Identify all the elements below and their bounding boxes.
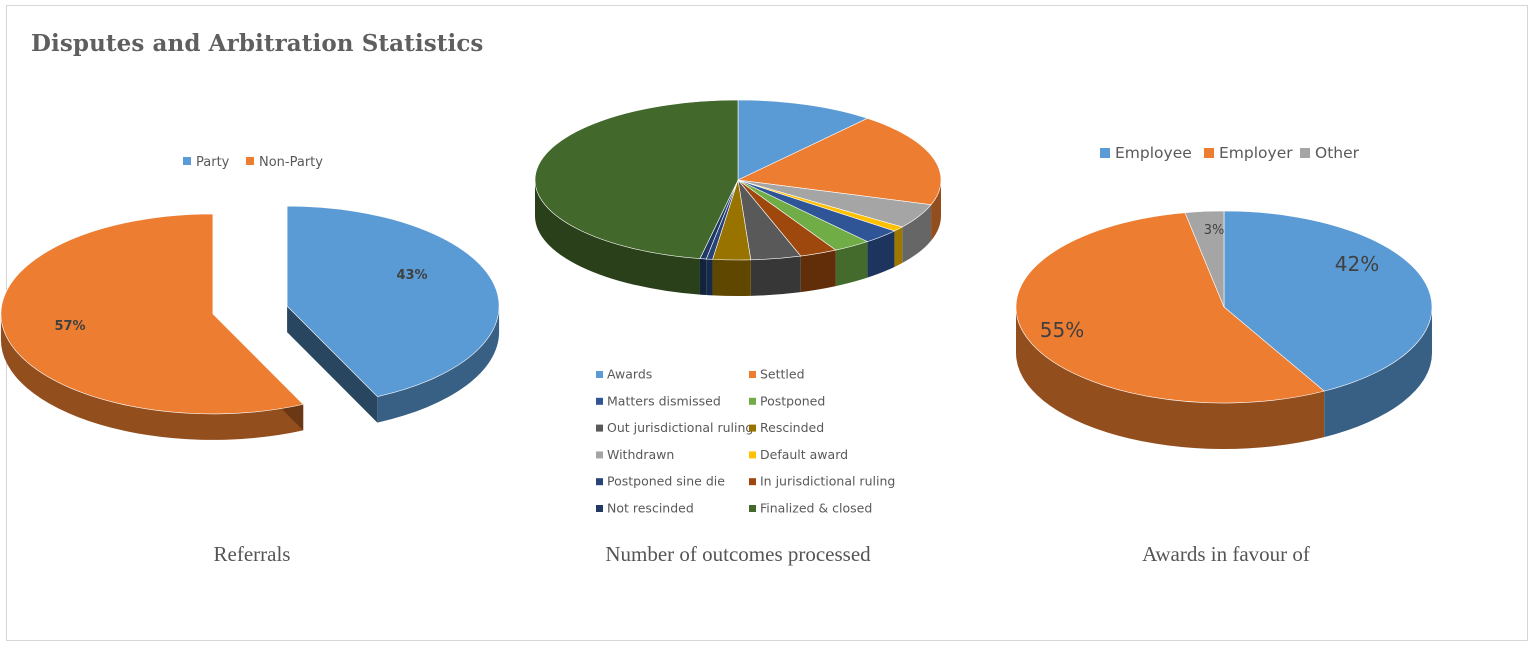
- awards-employee-slice: [1223, 210, 1433, 392]
- outcomes-legend-out-jurisdictional-ruling-swatch: [596, 424, 603, 432]
- referrals-non-party-side: [0, 313, 304, 440]
- page-title: Disputes and Arbitration Statistics: [31, 30, 484, 57]
- outcomes-legend-not-rescinded: Not rescinded: [607, 501, 694, 516]
- outcomes-settled-slice: [736, 118, 942, 206]
- outcomes-legend-settled: Settled: [760, 367, 805, 382]
- awards-legend-employee: Employee: [1115, 144, 1192, 162]
- awards-other-slice: [1184, 210, 1225, 308]
- outcomes-legend-default-award: Default award: [760, 447, 848, 462]
- outcomes-matters-dismissed-side: [867, 230, 895, 278]
- outcomes-postponed-sine-die-side: [706, 259, 713, 296]
- referrals-party-slice: [286, 205, 500, 397]
- outcomes-legend-rescinded-swatch: [749, 424, 756, 432]
- outcomes-legend-in-jurisdictional-ruling-swatch: [749, 478, 756, 486]
- outcomes-finalized-closed-slice: [534, 99, 739, 259]
- awards-legend-employer-swatch: [1204, 148, 1214, 158]
- outcomes-not-rescinded-side: [699, 258, 707, 296]
- outcomes-rescinded-side: [712, 259, 751, 296]
- outcomes-legend-withdrawn: Withdrawn: [607, 447, 674, 462]
- outcomes-finalized-closed-side: [535, 180, 700, 295]
- outcomes-out-jurisdictional-ruling-side: [750, 256, 801, 296]
- referrals-party-side: [377, 306, 500, 423]
- outcomes-legend-postponed: Postponed: [760, 393, 825, 408]
- referrals-legend-party-swatch: [183, 157, 191, 165]
- awards-employee-label: 42%: [1335, 252, 1379, 276]
- awards-caption: Awards in favour of: [1142, 542, 1310, 566]
- outcomes-legend-in-jurisdictional-ruling: In jurisdictional ruling: [760, 474, 895, 489]
- outcomes-legend-matters-dismissed-swatch: [596, 397, 603, 405]
- outcomes-settled-side: [931, 180, 941, 241]
- outcomes-in-jurisdictional-ruling-side: [800, 250, 836, 293]
- referrals-legend-non-party-swatch: [246, 157, 254, 165]
- awards-legend-other-swatch: [1300, 148, 1310, 158]
- outcomes-legend-rescinded: Rescinded: [760, 420, 824, 435]
- awards-legend-other: Other: [1315, 144, 1360, 162]
- outcomes-legend-matters-dismissed: Matters dismissed: [607, 393, 721, 408]
- outcomes-legend-not-rescinded-swatch: [596, 505, 603, 512]
- outcomes-legend-postponed-swatch: [749, 397, 756, 405]
- outcomes-awards-slice: [737, 99, 869, 181]
- outcomes-legend-finalized-closed-swatch: [749, 505, 756, 512]
- outcomes-withdrawn-side: [902, 204, 932, 264]
- outcomes-legend-settled-swatch: [749, 371, 756, 378]
- outcomes-legend-out-jurisdictional-ruling: Out jurisdictional ruling: [607, 420, 753, 435]
- awards-employer-label: 55%: [1040, 318, 1084, 342]
- outcomes-legend-postponed-sine-die-swatch: [596, 478, 603, 486]
- outcomes-default-award-side: [894, 227, 903, 267]
- outcomes-legend-awards-swatch: [596, 371, 603, 378]
- referrals-legend-party: Party: [196, 155, 230, 170]
- awards-employer-slice: [1015, 212, 1325, 404]
- outcomes-legend-withdrawn-swatch: [596, 451, 603, 459]
- referrals-caption: Referrals: [213, 542, 291, 566]
- outcomes-legend-postponed-sine-die: Postponed sine die: [607, 474, 725, 489]
- outcomes-postponed-side: [835, 241, 868, 287]
- awards-employer-side: [1016, 307, 1325, 449]
- awards-legend-employer: Employer: [1219, 144, 1293, 162]
- referrals-party-cut-1: [287, 306, 378, 423]
- outcomes-legend-awards: Awards: [607, 367, 652, 382]
- awards-employee-side: [1324, 307, 1432, 438]
- referrals-non-party-label: 57%: [54, 319, 85, 334]
- outcomes-legend-default-award-swatch: [749, 451, 756, 459]
- outcomes-legend-finalized-closed: Finalized & closed: [760, 501, 872, 516]
- referrals-non-party-slice: [0, 213, 304, 415]
- referrals-party-label: 43%: [396, 268, 427, 283]
- referrals-legend-non-party: Non-Party: [259, 155, 323, 170]
- awards-other-label: 3%: [1204, 223, 1225, 238]
- outcomes-caption: Number of outcomes processed: [605, 542, 871, 566]
- awards-legend-employee-swatch: [1100, 148, 1110, 158]
